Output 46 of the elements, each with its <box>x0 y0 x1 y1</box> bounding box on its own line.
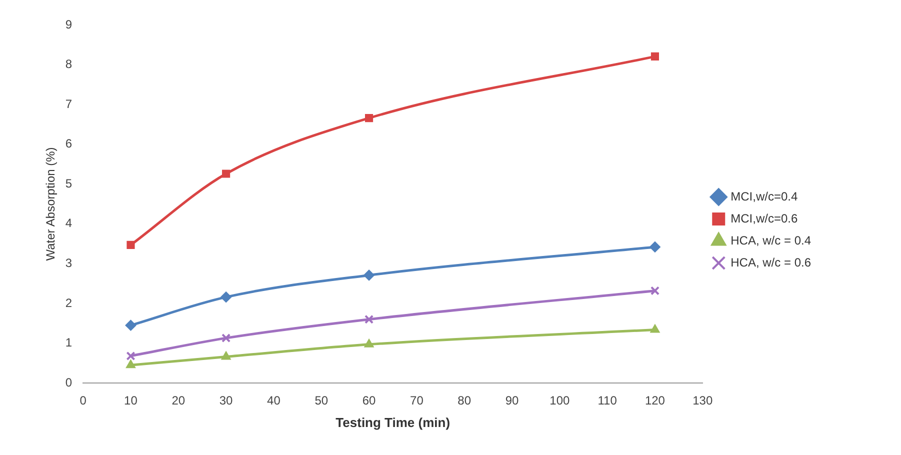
x-tick-label: 100 <box>550 394 570 408</box>
x-tick-label: 30 <box>219 394 234 408</box>
x-tick-label: 70 <box>410 394 424 408</box>
point <box>221 351 231 360</box>
x-tick-label: 110 <box>598 394 618 408</box>
point <box>126 351 136 360</box>
y-axis-title: Water Absorption (%) <box>44 147 58 261</box>
x-tick-label: 20 <box>172 394 186 408</box>
point <box>364 338 374 348</box>
point <box>364 114 374 122</box>
point <box>364 270 375 281</box>
x-tick-label: 10 <box>124 394 138 408</box>
x-tick-label: 90 <box>505 394 519 408</box>
point <box>126 360 136 368</box>
legend-label: MCI,w/c=0.4 <box>730 189 798 204</box>
y-tick-label: 1 <box>65 336 72 350</box>
point <box>364 314 374 324</box>
point <box>650 286 660 296</box>
x-tick-label: 0 <box>80 394 87 408</box>
x-tick-label: 120 <box>644 394 666 408</box>
legend-label: MCI,w/c=0.6 <box>730 211 798 226</box>
point <box>220 292 232 303</box>
point <box>649 241 660 252</box>
y-tick-label: 0 <box>65 375 72 390</box>
point <box>126 240 135 250</box>
y-tick-label: 2 <box>65 296 72 310</box>
x-tick-label: 60 <box>362 394 376 408</box>
point <box>125 320 136 331</box>
point <box>650 52 660 60</box>
x-tick-label: 50 <box>314 394 328 408</box>
point <box>222 170 230 178</box>
x-tick-label: 40 <box>267 394 281 408</box>
y-tick-label: 9 <box>65 17 72 32</box>
legend-label: HCA, w/c = 0.6 <box>730 255 812 270</box>
y-tick-label: 6 <box>65 136 72 151</box>
x-axis-title: Testing Time (min) <box>336 414 450 430</box>
legend-label: HCA, w/c = 0.4 <box>730 233 812 248</box>
point <box>222 334 231 343</box>
y-tick-label: 3 <box>65 256 72 270</box>
point <box>650 324 660 333</box>
y-tick-label: 4 <box>65 216 72 230</box>
x-tick-label: 80 <box>458 394 472 408</box>
y-tick-label: 5 <box>65 176 72 190</box>
x-tick-label: 130 <box>692 394 713 408</box>
y-tick-label: 7 <box>65 96 72 111</box>
y-tick-label: 8 <box>65 57 72 72</box>
